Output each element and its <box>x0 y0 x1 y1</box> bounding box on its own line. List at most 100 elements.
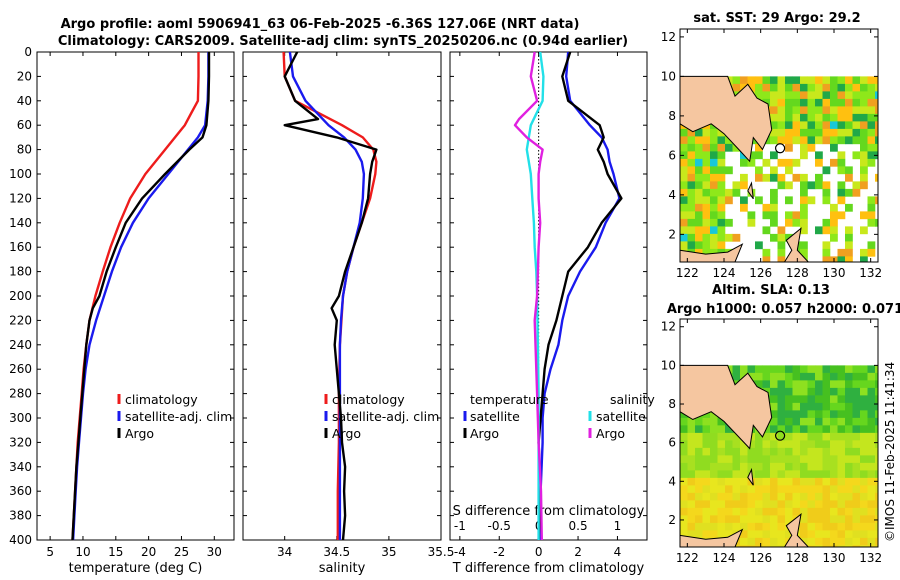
map-cell <box>740 158 748 167</box>
x-axis-label: salinity <box>319 561 366 576</box>
profile-panels: 0204060801001201401601802002202402602803… <box>9 45 655 576</box>
s-tick-label: -1 <box>454 519 466 533</box>
map-cell <box>867 432 876 441</box>
map-cell <box>740 507 748 516</box>
map-cell <box>762 485 771 494</box>
map-cell <box>867 417 876 426</box>
map-cell <box>770 440 778 449</box>
map-cell <box>777 128 786 137</box>
map-cell <box>785 477 793 486</box>
map-cell <box>687 530 696 539</box>
x-tick-label: -2 <box>493 545 505 559</box>
map-cell <box>725 143 733 152</box>
x-tick-label: 122 <box>676 551 699 565</box>
map-cell <box>717 500 726 509</box>
map-cell <box>770 432 778 441</box>
map-cell <box>702 248 711 257</box>
map-cell <box>710 500 718 509</box>
map-cell <box>717 492 726 501</box>
map-cell <box>785 83 793 92</box>
map-cell <box>867 372 876 381</box>
map-cell <box>875 410 879 419</box>
map-cell <box>822 507 831 516</box>
map-cell <box>837 402 846 411</box>
map-cell <box>837 113 846 122</box>
map-cell <box>680 462 688 471</box>
map-cell <box>785 447 793 456</box>
map-cell <box>822 136 831 145</box>
map-cell <box>740 470 748 479</box>
y-tick-label: 8 <box>668 397 676 411</box>
map-cell <box>770 545 778 548</box>
map-cell <box>800 173 808 182</box>
map-cell <box>852 106 861 115</box>
map-cell <box>762 91 771 100</box>
map-cell <box>807 425 816 434</box>
map-cell <box>702 425 711 434</box>
map-cell <box>875 515 879 524</box>
map-cell <box>710 492 718 501</box>
map-cell <box>762 477 771 486</box>
map-cell <box>800 395 808 404</box>
map-cell <box>860 211 868 220</box>
map-cell <box>710 173 718 182</box>
y-tick-label: 340 <box>9 460 32 474</box>
y-tick-label: 400 <box>9 533 32 547</box>
map-cell <box>785 402 793 411</box>
map-cell <box>845 256 853 263</box>
map-cell <box>732 515 741 524</box>
map-cell <box>785 417 793 426</box>
map-cell <box>785 395 793 404</box>
map-cell <box>830 530 838 539</box>
map-cell <box>875 372 879 381</box>
map-cell <box>830 158 838 167</box>
map-cell <box>770 106 778 115</box>
map-cell <box>725 530 733 539</box>
map-cell <box>747 545 756 548</box>
map-cell <box>770 151 778 160</box>
map-cell <box>822 492 831 501</box>
map-cell <box>740 492 748 501</box>
map-cell <box>837 121 846 130</box>
map-cell <box>755 447 763 456</box>
map-cell <box>725 188 733 197</box>
map-cell <box>807 440 816 449</box>
map-cell <box>852 380 861 389</box>
map-cell <box>695 173 703 182</box>
map-cell <box>747 492 756 501</box>
map-cell <box>860 387 868 396</box>
map-cell <box>807 515 816 524</box>
map-cell <box>777 417 786 426</box>
land-mindanao <box>679 75 773 163</box>
map-cell <box>770 507 778 516</box>
map-cell <box>725 447 733 456</box>
map-cell <box>792 128 801 137</box>
map-cell <box>867 395 876 404</box>
map-cell <box>867 211 876 220</box>
map-cell <box>815 365 823 374</box>
map-cell <box>740 537 748 546</box>
map-cell <box>845 492 853 501</box>
map-cell <box>837 372 846 381</box>
map-cell <box>830 470 838 479</box>
map-cell <box>852 91 861 100</box>
map-cell <box>732 477 741 486</box>
map-cell <box>710 522 718 531</box>
map-cell <box>822 440 831 449</box>
legend-title-salinity: salinity <box>610 392 655 407</box>
y-tick-label: 380 <box>9 509 32 523</box>
map-cell <box>710 440 718 449</box>
map-cell <box>770 470 778 479</box>
map-cell <box>785 492 793 501</box>
map-cell <box>747 158 756 167</box>
map-cell <box>777 530 786 539</box>
map-cell <box>785 143 793 152</box>
map-cell <box>710 470 718 479</box>
series-line-satellite-adj-clim <box>71 52 210 541</box>
map-cell <box>710 241 718 250</box>
map-cell <box>860 432 868 441</box>
map-cell <box>732 365 741 374</box>
map-cell <box>747 447 756 456</box>
map-cell <box>762 530 771 539</box>
map-cell <box>732 188 741 197</box>
